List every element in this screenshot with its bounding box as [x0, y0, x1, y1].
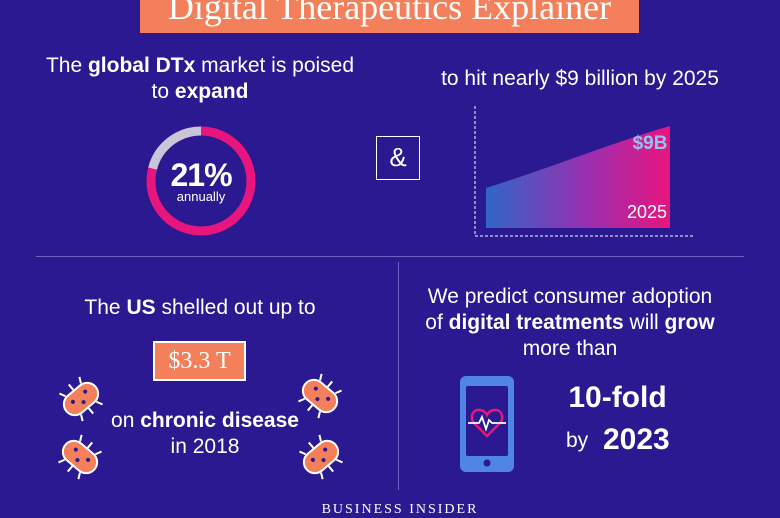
text-fragment: market is poised: [195, 54, 355, 77]
fold-value: 10-fold: [568, 381, 667, 414]
bacteria-icon: [58, 434, 102, 480]
forecast-area: [486, 126, 670, 228]
phone-screen: [466, 386, 508, 456]
us-spend-line3: in 2018: [170, 435, 240, 458]
ring-segment: [148, 126, 202, 170]
area-chart-icon: [474, 106, 695, 237]
ring-label: annually: [176, 189, 226, 204]
market-text-line2: to expand: [30, 79, 370, 105]
text-fragment: to: [151, 80, 175, 103]
adoption-line3: more than: [522, 337, 618, 360]
title-banner: [140, 0, 639, 33]
forecast-value-label: $9B: [632, 133, 668, 154]
text-emphasis: expand: [174, 80, 249, 103]
phone-heart-icon: [460, 376, 514, 472]
text-fragment: The: [84, 296, 127, 319]
text-fragment: on: [111, 409, 141, 432]
us-spend-line: The US shelled out up to: [30, 295, 370, 321]
page-title: Digital Therapeutics Explainer: [167, 0, 612, 27]
text-emphasis: global DTx: [87, 54, 196, 77]
bacteria-icon: [299, 434, 343, 480]
text-emphasis: grow: [664, 311, 715, 334]
text-fragment: will: [623, 311, 665, 334]
heart-shape: [470, 408, 504, 438]
text-emphasis: chronic disease: [140, 409, 299, 432]
adoption-year: 2023: [603, 423, 670, 456]
text-fragment: shelled out up to: [155, 296, 316, 319]
divider-horizontal: [36, 256, 744, 257]
text-emphasis: US: [126, 296, 156, 319]
ring-value: 21%: [170, 157, 232, 193]
growth-ring-chart: [146, 126, 256, 236]
adoption-line1: We predict consumer adoption: [427, 285, 713, 308]
market-text-line1: The global DTx market is poised: [30, 53, 370, 79]
text-fragment: The: [45, 54, 88, 77]
text-fragment: of: [425, 311, 449, 334]
bacteria-icon: [298, 373, 342, 419]
adoption-line2: of digital treatments will grow: [405, 310, 735, 336]
bacteria-icon: [59, 376, 103, 422]
us-spend-line2: on chronic disease: [110, 408, 300, 434]
forecast-year-label: 2025: [626, 202, 668, 222]
brand-logo: BUSINESS INSIDER: [321, 502, 479, 517]
chart-axes: [474, 106, 695, 237]
pulse-line: [468, 414, 506, 432]
divider-vertical: [398, 262, 399, 490]
forecast-headline: to hit nearly $9 billion by 2025: [441, 67, 719, 90]
phone-button: [483, 459, 491, 467]
text-emphasis: digital treatments: [448, 311, 624, 334]
ampersand-box: &: [376, 136, 420, 180]
spend-amount-badge: $3.3 T: [153, 341, 246, 381]
by-label: by: [566, 429, 589, 452]
